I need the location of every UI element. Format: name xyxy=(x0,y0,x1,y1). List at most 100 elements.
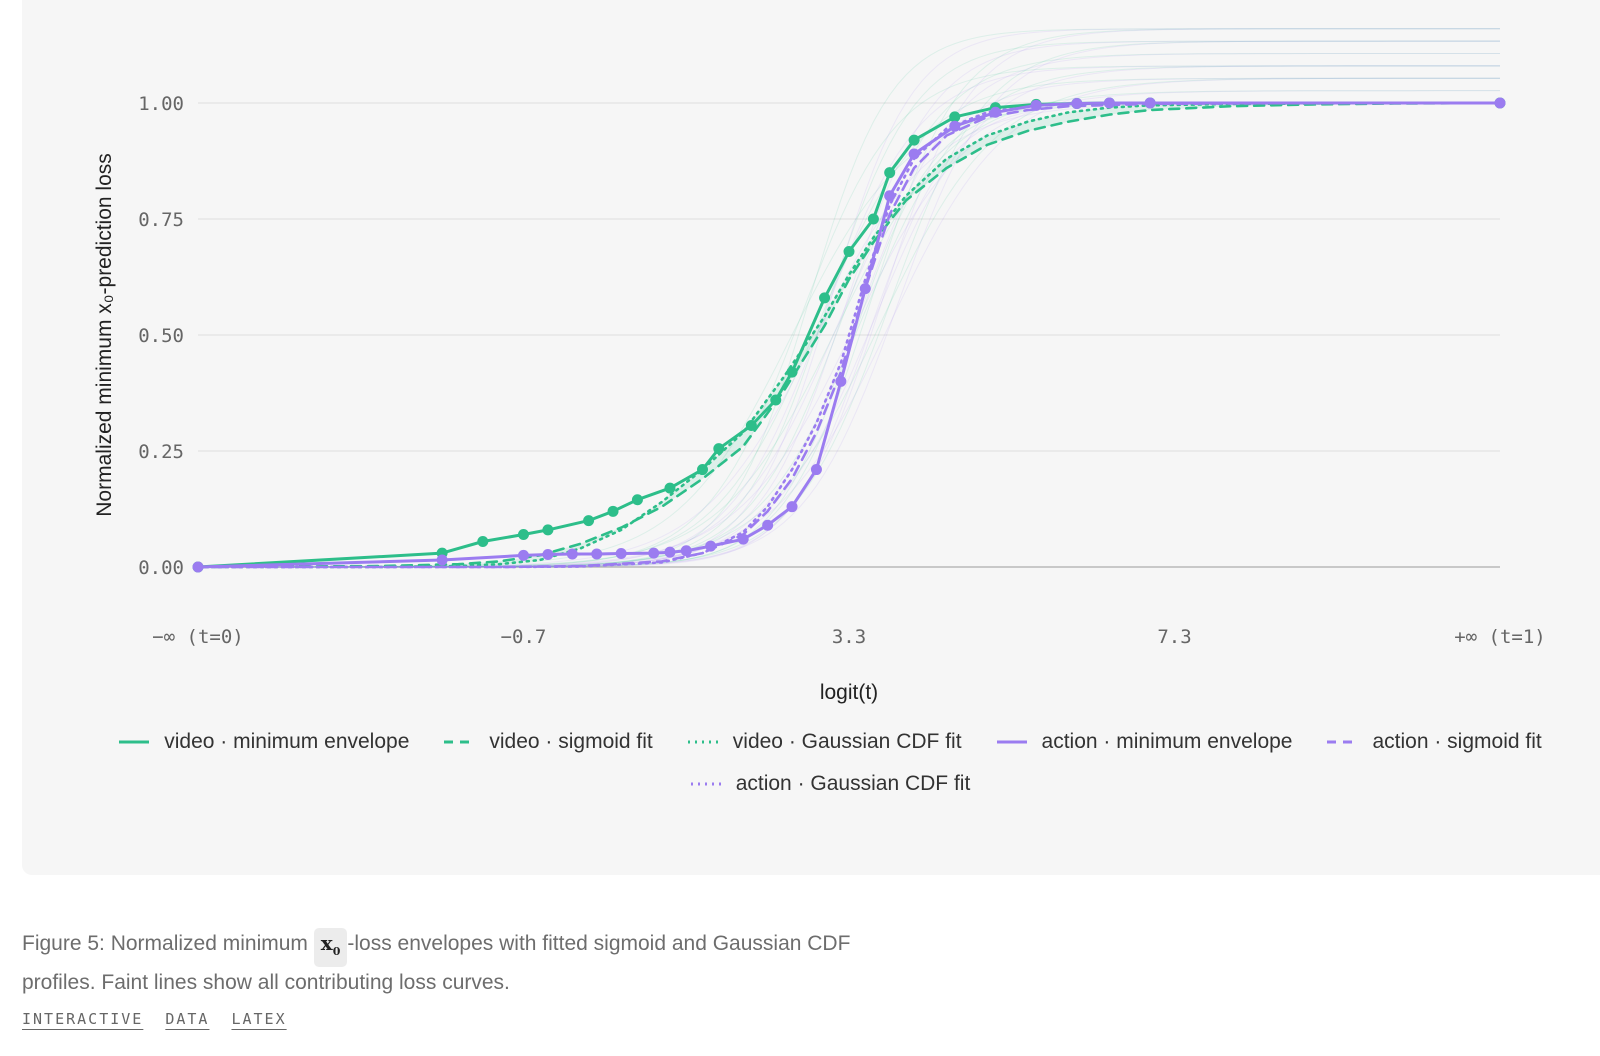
legend-item: video · minimum envelope xyxy=(118,730,409,754)
faint-loss-curve xyxy=(198,53,1500,568)
data-point xyxy=(989,106,1001,118)
legend-item: action · minimum envelope xyxy=(996,730,1293,754)
y-tick-label: 0.75 xyxy=(138,209,184,231)
data-point xyxy=(1494,97,1506,109)
legend-label: video · minimum envelope xyxy=(164,730,410,753)
data-point xyxy=(770,394,782,406)
legend-swatch xyxy=(690,782,721,786)
y-tick-label: 0.25 xyxy=(138,441,184,463)
faint-loss-curve xyxy=(198,65,1500,568)
data-point xyxy=(192,561,204,573)
faint-loss-curve xyxy=(198,65,1500,568)
legend-swatch xyxy=(119,740,150,744)
data-point xyxy=(705,540,717,552)
data-point xyxy=(810,464,822,476)
y-tick-label: 0.00 xyxy=(138,557,184,579)
x0-symbol: x0 xyxy=(313,928,348,967)
chart-series xyxy=(192,97,1506,573)
data-point xyxy=(859,283,871,295)
faint-loss-curve xyxy=(198,65,1500,568)
interactive-link[interactable]: INTERACTIVE xyxy=(22,1010,144,1028)
data-point xyxy=(908,148,920,160)
data-point xyxy=(1144,97,1156,109)
data-point xyxy=(477,535,489,547)
data-point xyxy=(713,443,725,455)
faint-loss-curve xyxy=(198,77,1500,568)
caption-suffix: -loss envelopes with fitted sigmoid and … xyxy=(22,932,851,994)
legend-swatch xyxy=(444,740,475,744)
data-point xyxy=(542,548,554,560)
data-point xyxy=(542,524,554,536)
figure-caption: Figure 5: Normalized minimum x0 -loss env… xyxy=(22,928,922,998)
legend-item: action · sigmoid fit xyxy=(1326,730,1542,754)
data-link[interactable]: DATA xyxy=(165,1010,210,1028)
faint-loss-curve xyxy=(198,65,1500,568)
legend-item: video · sigmoid fit xyxy=(443,730,653,754)
data-point xyxy=(583,515,595,527)
data-point xyxy=(835,375,847,387)
legend-label: action · minimum envelope xyxy=(1041,730,1293,753)
data-point xyxy=(664,546,676,558)
chart-legend: video · minimum envelope video · sigmoid … xyxy=(100,730,1560,796)
y-tick-label: 0.50 xyxy=(138,325,184,347)
y-axis-label: Normalized minimum x₀-prediction loss xyxy=(93,153,116,516)
data-point xyxy=(786,366,798,378)
data-point xyxy=(615,548,627,560)
legend-label: action · sigmoid fit xyxy=(1372,730,1542,753)
legend-swatch xyxy=(687,740,718,744)
y-tick-label: 1.00 xyxy=(138,93,184,115)
legend-swatch xyxy=(996,740,1027,744)
data-point xyxy=(591,548,603,560)
data-point xyxy=(1071,97,1083,109)
data-point xyxy=(843,245,855,257)
series-line xyxy=(196,101,1502,569)
x-tick-label: −0.7 xyxy=(501,626,547,648)
legend-label: action · Gaussian CDF fit xyxy=(735,772,971,795)
data-point xyxy=(867,213,879,225)
data-point xyxy=(518,549,529,561)
chart-canvas: 0.00 0.25 0.50 0.75 1.00 −∞ (t=0) −0.7 3.3 7.3 +∞… xyxy=(93,28,1546,704)
data-point xyxy=(819,292,831,304)
faint-loss-curves xyxy=(198,28,1500,568)
faint-loss-curve xyxy=(198,77,1500,568)
data-point xyxy=(949,111,961,123)
data-point xyxy=(607,505,619,517)
legend-label: video · Gaussian CDF fit xyxy=(732,730,962,753)
x-tick-label: 7.3 xyxy=(1157,626,1191,648)
data-point xyxy=(631,494,643,506)
data-point xyxy=(1103,97,1115,109)
figure-card xyxy=(22,0,1600,875)
x-tick-label: 3.3 xyxy=(832,626,866,648)
faint-loss-curve xyxy=(198,53,1500,568)
data-point xyxy=(566,548,578,560)
faint-loss-curve xyxy=(198,77,1500,568)
data-point xyxy=(648,547,660,559)
data-point xyxy=(518,529,529,541)
legend-swatch xyxy=(1327,740,1358,744)
data-point xyxy=(680,545,692,557)
data-point xyxy=(737,533,749,545)
data-point xyxy=(884,190,896,202)
latex-link[interactable]: LATEX xyxy=(231,1010,287,1028)
data-point xyxy=(697,464,709,476)
faint-loss-curve xyxy=(198,77,1500,568)
data-point xyxy=(786,501,798,513)
data-point xyxy=(745,419,757,431)
figure-links: INTERACTIVE DATA LATEX xyxy=(22,1010,287,1028)
data-point xyxy=(436,554,448,566)
faint-loss-curve xyxy=(198,90,1500,568)
data-point xyxy=(949,120,961,132)
x-tick-label: −∞ (t=0) xyxy=(152,626,244,648)
x-tick-label: +∞ (t=1) xyxy=(1454,626,1546,648)
legend-item: video · Gaussian CDF fit xyxy=(687,730,962,754)
data-point xyxy=(884,167,896,179)
legend-item: action · Gaussian CDF fit xyxy=(690,772,971,796)
x-axis-label: logit(t) xyxy=(820,681,878,704)
data-point xyxy=(1030,99,1042,111)
caption-prefix: Figure 5: Normalized minimum xyxy=(22,932,308,955)
data-point xyxy=(762,519,774,531)
legend-label: video · sigmoid fit xyxy=(489,730,653,753)
axis-labels: 0.00 0.25 0.50 0.75 1.00 −∞ (t=0) −0.7 3.3 7.3 +∞… xyxy=(93,93,1546,704)
data-point xyxy=(908,134,920,146)
data-point xyxy=(664,482,676,494)
